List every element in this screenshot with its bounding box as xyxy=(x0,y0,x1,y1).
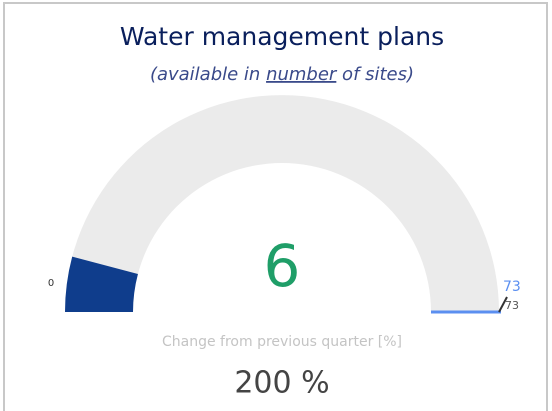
max-label: 73 xyxy=(505,299,519,312)
subtitle-part: of sites) xyxy=(336,64,414,85)
subtitle-part: (available in xyxy=(150,64,266,85)
min-label: 0 xyxy=(48,278,54,289)
change-value: 200 % xyxy=(234,366,329,401)
subtitle-part: number xyxy=(266,64,338,85)
gauge-fill xyxy=(65,256,138,312)
change-label: Change from previous quarter [%] xyxy=(162,334,402,350)
max-tick xyxy=(498,296,508,313)
target-label: 73 xyxy=(503,279,521,295)
value-label: 6 xyxy=(264,232,301,300)
chart-subtitle: (available in number of sites) xyxy=(150,64,414,85)
gauge-track xyxy=(65,95,499,312)
chart-title: Water management plans xyxy=(120,22,444,51)
